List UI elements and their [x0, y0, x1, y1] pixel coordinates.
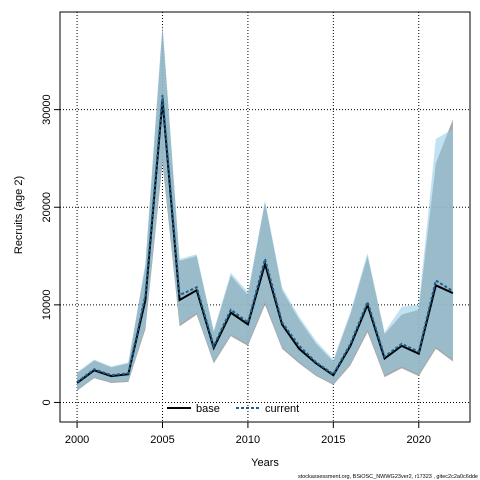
footer-credit: stockassessment.org, BSiOSC_NWWG23ver2, …: [298, 474, 478, 480]
x-axis: 2000 2005 2010 2015 2020: [65, 422, 431, 446]
series-lines: [76, 94, 454, 384]
y-axis-title: Recruits (age 2): [13, 176, 25, 254]
x-axis-title: Years: [251, 457, 279, 469]
plot-frame: [59, 11, 471, 423]
x-tick-label: 2005: [150, 434, 174, 446]
band-current: [77, 23, 453, 390]
x-tick-label: 2010: [236, 434, 260, 446]
y-tick-label: 30000: [41, 94, 53, 125]
confidence-bands: [77, 23, 453, 391]
x-tick-label: 2000: [65, 434, 89, 446]
y-tick-label: 20000: [41, 192, 53, 223]
y-tick-label: 0: [41, 399, 53, 405]
legend-label-base: base: [196, 403, 220, 415]
x-tick-label: 2020: [407, 434, 431, 446]
y-tick-label: 10000: [41, 290, 53, 321]
x-tick-label: 2015: [321, 434, 345, 446]
legend: base current: [167, 403, 299, 415]
y-axis: 0 10000 20000 30000: [41, 94, 60, 406]
legend-label-current: current: [265, 403, 299, 415]
